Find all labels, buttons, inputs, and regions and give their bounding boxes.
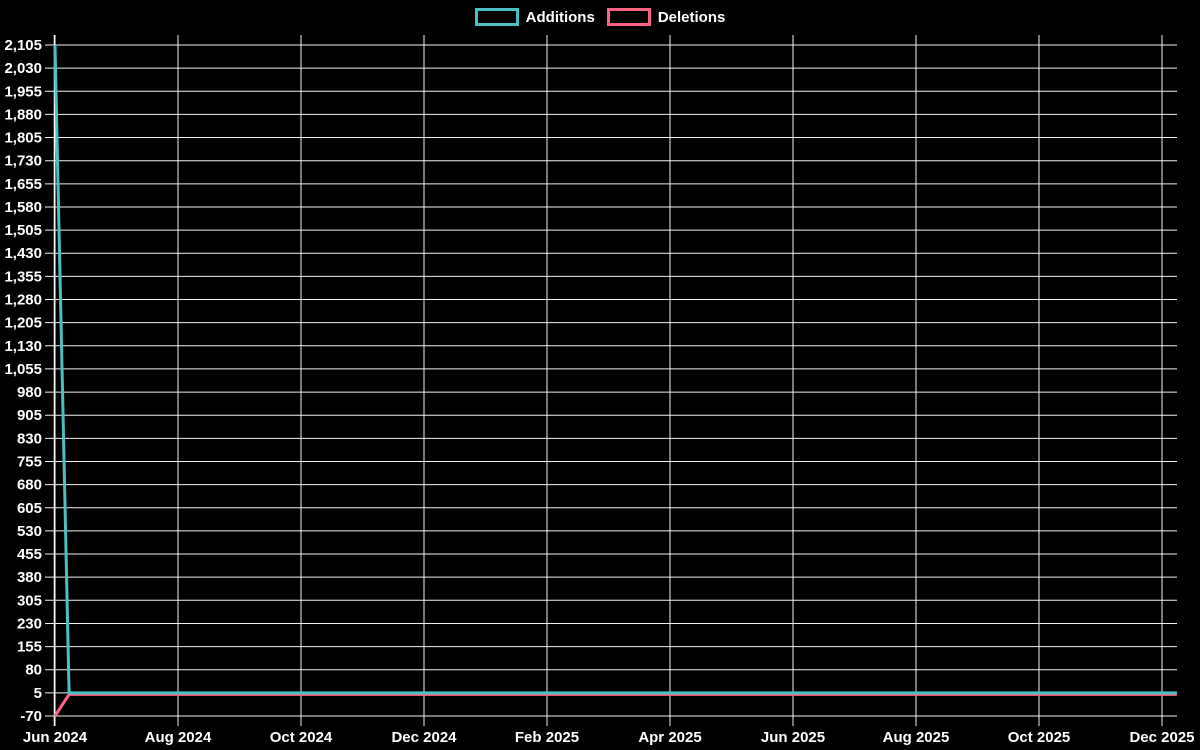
- y-tick-label: 230: [17, 615, 42, 632]
- x-tick-label: Jun 2025: [761, 729, 825, 746]
- y-tick-label: 1,505: [4, 222, 42, 239]
- deletions-line[interactable]: [53, 692, 1177, 717]
- y-tick-label: 2,105: [4, 37, 42, 54]
- additions-legend-label: Additions: [525, 8, 595, 26]
- x-tick-label: Feb 2025: [515, 729, 579, 746]
- y-tick-label: 1,730: [4, 153, 42, 170]
- deletions-legend-label: Deletions: [657, 8, 726, 26]
- x-tick-label: Dec 2024: [391, 729, 457, 746]
- y-tick-label: 1,805: [4, 130, 42, 147]
- y-tick-label: 1,205: [4, 315, 42, 332]
- y-tick-label: 1,580: [4, 199, 42, 216]
- x-tick-label: Dec 2025: [1129, 729, 1194, 746]
- x-tick-label: Oct 2024: [270, 729, 333, 746]
- legend-item-deletions[interactable]: Deletions: [606, 8, 726, 26]
- y-tick-label: 5: [34, 685, 42, 702]
- y-tick-label: 905: [17, 407, 42, 424]
- y-tick-label: 455: [17, 546, 42, 563]
- y-tick-label: 1,055: [4, 361, 42, 378]
- y-tick-label: 1,955: [4, 83, 42, 100]
- y-tick-label: 980: [17, 384, 42, 401]
- x-tick-label: Oct 2025: [1008, 729, 1071, 746]
- y-tick-label: 1,280: [4, 292, 42, 309]
- y-tick-label: 1,130: [4, 338, 42, 355]
- x-tick-label: Jun 2024: [23, 729, 88, 746]
- y-tick-label: 680: [17, 477, 42, 494]
- y-tick-label: 1,355: [4, 268, 42, 285]
- chart-legend: Additions Deletions: [0, 4, 1200, 30]
- x-tick-label: Apr 2025: [638, 729, 701, 746]
- additions-line[interactable]: [53, 44, 1177, 695]
- x-tick-label: Aug 2025: [883, 729, 950, 746]
- y-tick-label: 1,430: [4, 245, 42, 262]
- y-tick-label: 1,655: [4, 176, 42, 193]
- y-tick-label: 80: [25, 662, 42, 679]
- legend-item-additions[interactable]: Additions: [474, 8, 595, 26]
- x-tick-label: Aug 2024: [145, 729, 212, 746]
- y-tick-label: 380: [17, 569, 42, 586]
- y-tick-label: -70: [20, 708, 42, 725]
- additions-legend-swatch: [474, 8, 519, 26]
- y-tick-label: 1,880: [4, 106, 42, 123]
- y-tick-label: 305: [17, 592, 42, 609]
- y-tick-label: 830: [17, 430, 42, 447]
- y-tick-label: 605: [17, 500, 42, 517]
- y-tick-label: 755: [17, 453, 42, 470]
- y-tick-label: 155: [17, 639, 42, 656]
- y-tick-label: 2,030: [4, 60, 42, 77]
- y-tick-label: 530: [17, 523, 42, 540]
- deletions-legend-swatch: [606, 8, 651, 26]
